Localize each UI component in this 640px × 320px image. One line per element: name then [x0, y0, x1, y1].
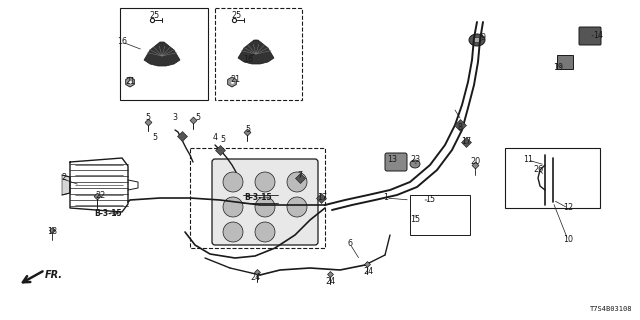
Bar — [505, 148, 600, 208]
Text: 17: 17 — [317, 194, 327, 203]
Text: 1: 1 — [383, 194, 388, 203]
Ellipse shape — [474, 37, 481, 43]
Text: 17: 17 — [461, 138, 471, 147]
Text: 5: 5 — [220, 135, 225, 145]
Text: 8: 8 — [458, 124, 463, 132]
Text: 14: 14 — [593, 30, 603, 39]
Text: 5: 5 — [145, 114, 150, 123]
FancyBboxPatch shape — [385, 153, 407, 171]
Bar — [410, 195, 470, 235]
Text: 4: 4 — [212, 133, 218, 142]
Circle shape — [255, 172, 275, 192]
Text: 6: 6 — [348, 239, 353, 249]
Polygon shape — [228, 77, 236, 87]
Bar — [120, 8, 208, 100]
Text: 11: 11 — [523, 156, 533, 164]
Text: 25: 25 — [150, 12, 160, 20]
Text: 15: 15 — [425, 196, 435, 204]
Text: B-3-15: B-3-15 — [244, 194, 272, 203]
Circle shape — [255, 222, 275, 242]
Text: FR.: FR. — [45, 270, 63, 280]
Text: 21: 21 — [230, 76, 240, 84]
Bar — [215, 8, 302, 100]
Circle shape — [223, 197, 243, 217]
Circle shape — [223, 172, 243, 192]
Ellipse shape — [469, 34, 485, 46]
Text: 23: 23 — [410, 156, 420, 164]
Bar — [190, 148, 325, 248]
Text: 19: 19 — [553, 63, 563, 73]
Polygon shape — [238, 40, 274, 64]
Text: 21: 21 — [125, 77, 135, 86]
Circle shape — [223, 222, 243, 242]
Text: 13: 13 — [387, 156, 397, 164]
FancyBboxPatch shape — [579, 27, 601, 45]
Text: 24: 24 — [250, 274, 260, 283]
Text: B-3-15: B-3-15 — [94, 209, 122, 218]
Ellipse shape — [410, 160, 420, 168]
Text: T7S4B03108: T7S4B03108 — [589, 306, 632, 312]
Text: 3: 3 — [173, 114, 177, 123]
Text: 5: 5 — [195, 114, 200, 123]
Text: 25: 25 — [232, 12, 242, 20]
Text: 22: 22 — [95, 190, 105, 199]
Text: 24: 24 — [325, 277, 335, 286]
Text: 7: 7 — [298, 171, 303, 180]
Circle shape — [255, 197, 275, 217]
Bar — [557, 55, 573, 69]
Text: 5: 5 — [152, 132, 157, 141]
Polygon shape — [144, 42, 180, 66]
Text: 2: 2 — [61, 173, 67, 182]
Text: 16: 16 — [243, 55, 253, 65]
FancyBboxPatch shape — [212, 159, 318, 245]
Polygon shape — [125, 77, 134, 87]
Text: 24: 24 — [363, 268, 373, 276]
Circle shape — [287, 197, 307, 217]
Text: 26: 26 — [533, 165, 543, 174]
Text: 9: 9 — [481, 34, 486, 43]
Polygon shape — [62, 175, 70, 195]
Text: 5: 5 — [245, 125, 251, 134]
Text: 18: 18 — [47, 228, 57, 236]
Text: 12: 12 — [563, 204, 573, 212]
Circle shape — [287, 172, 307, 192]
Text: 10: 10 — [563, 236, 573, 244]
Text: 15: 15 — [410, 215, 420, 225]
Text: 20: 20 — [470, 157, 480, 166]
Text: 16: 16 — [117, 37, 127, 46]
